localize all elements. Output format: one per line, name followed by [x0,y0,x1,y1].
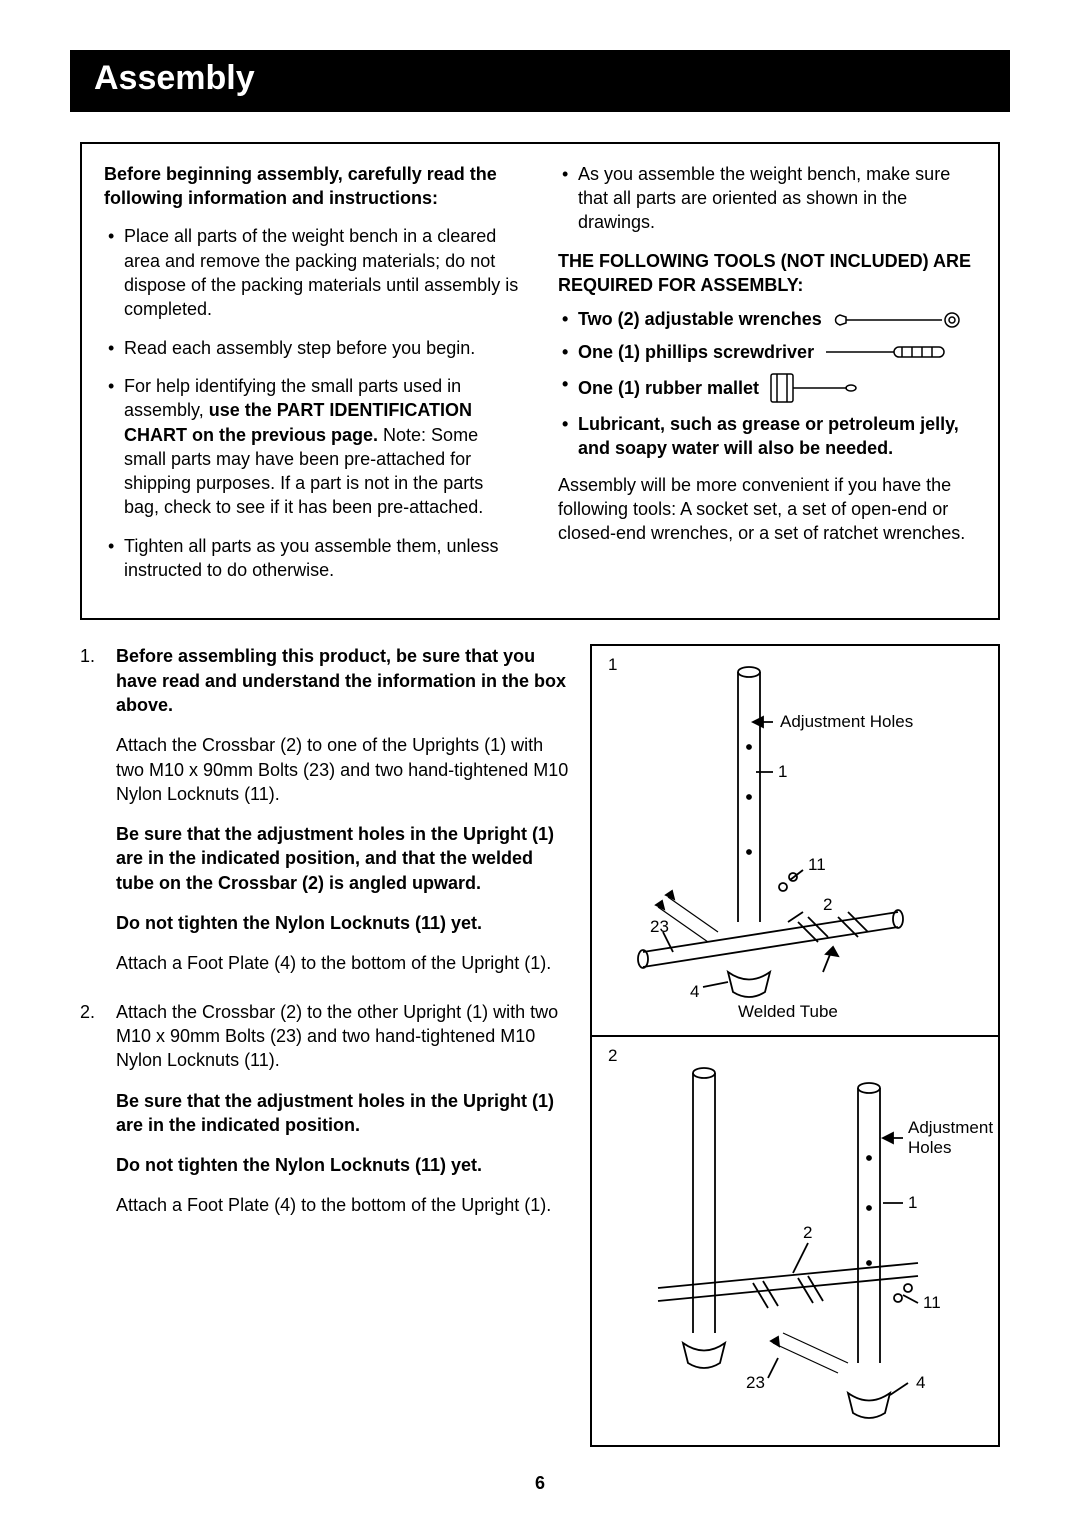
title-text: Assembly [94,59,255,97]
mallet-icon [769,372,859,404]
svg-text:2: 2 [823,895,832,914]
steps-text: Before assembling this product, be sure … [80,644,570,1447]
convenience-note: Assembly will be more convenient if you … [558,473,976,546]
notice-lead: Before beginning assembly, carefully rea… [104,162,522,211]
notice-bullets-left: Place all parts of the weight bench in a… [104,224,522,582]
svg-text:2: 2 [608,1046,617,1065]
assembly-diagram-1: 1 Adjustment Holes 1 11 2 23 4 Welded Tu… [598,652,993,1022]
tool-item: Two (2) adjustable wrenches [558,307,976,331]
tool-item: One (1) phillips screwdriver [558,340,976,364]
svg-text:11: 11 [923,1293,941,1312]
section-title: Assembly [70,50,1010,112]
tools-heading: THE FOLLOWING TOOLS (NOT INCLUDED) ARE R… [558,249,976,298]
step-1: Before assembling this product, be sure … [80,644,570,975]
svg-text:11: 11 [808,855,826,874]
screwdriver-icon [824,343,954,361]
bullet-item: Read each assembly step before you begin… [104,336,522,360]
diagram-column: 1 Adjustment Holes 1 11 2 23 4 Welded Tu… [590,644,1000,1447]
assembly-diagram-2: 2 Adjustment Holes 1 2 11 23 4 [598,1043,993,1433]
svg-text:2: 2 [803,1223,812,1242]
notice-right-column: As you assemble the weight bench, make s… [558,162,976,596]
diagram-panel-1: 1 Adjustment Holes 1 11 2 23 4 Welded Tu… [592,646,998,1036]
svg-text:4: 4 [690,982,699,1001]
svg-text:1: 1 [778,762,787,781]
svg-text:23: 23 [650,917,669,936]
bullet-item: Place all parts of the weight bench in a… [104,224,522,321]
svg-text:Adjustment Holes: Adjustment Holes [780,712,913,731]
page-number: 6 [80,1471,1000,1495]
svg-text:4: 4 [916,1373,925,1392]
steps-section: Before assembling this product, be sure … [80,644,1000,1447]
bullet-item: Tighten all parts as you assemble them, … [104,534,522,583]
diagram-panel-2: 2 Adjustment Holes 1 2 11 23 4 [592,1037,998,1445]
step-2: Attach the Crossbar (2) to the other Upr… [80,1000,570,1218]
notice-left-column: Before beginning assembly, carefully rea… [104,162,522,596]
wrench-icon [832,309,962,331]
svg-text:Holes: Holes [908,1138,951,1157]
diagram-box: 1 Adjustment Holes 1 11 2 23 4 Welded Tu… [590,644,1000,1447]
svg-text:23: 23 [746,1373,765,1392]
notice-bullets-right: As you assemble the weight bench, make s… [558,162,976,235]
svg-text:Welded Tube: Welded Tube [738,1002,838,1021]
notice-box: Before beginning assembly, carefully rea… [80,142,1000,620]
svg-text:1: 1 [608,655,617,674]
tool-item: Lubricant, such as grease or petroleum j… [558,412,976,461]
bullet-item: For help identifying the small parts use… [104,374,522,520]
tool-item: One (1) rubber mallet [558,372,976,404]
bullet-item: As you assemble the weight bench, make s… [558,162,976,235]
svg-text:Adjustment: Adjustment [908,1118,993,1137]
tools-list: Two (2) adjustable wrenches One (1) phil… [558,307,976,460]
svg-text:1: 1 [908,1193,917,1212]
